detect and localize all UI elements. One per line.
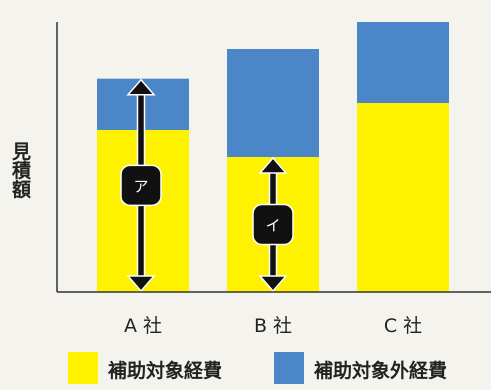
x-tick-label: A 社	[124, 315, 162, 337]
y-axis-label: 見積額	[9, 141, 31, 199]
bar-uncovered-2	[357, 22, 449, 103]
arrow-head-up	[126, 78, 156, 96]
legend-swatch	[274, 352, 304, 384]
annotation-arrow-1: イ	[252, 156, 294, 293]
bar-uncovered-1	[227, 49, 319, 157]
x-tick-label: C 社	[384, 315, 422, 337]
legend-item-1: 補助対象外経費	[274, 352, 447, 384]
x-tick-label: B 社	[254, 315, 292, 337]
annotation-box	[120, 164, 162, 207]
annotations-layer: アイ	[120, 78, 294, 293]
legend-label: 補助対象経費	[107, 359, 222, 382]
annotation-arrow-0: ア	[120, 78, 162, 293]
legend-item-0: 補助対象経費	[68, 352, 222, 384]
legend-label: 補助対象外経費	[313, 359, 447, 382]
legend: 補助対象経費 補助対象外経費	[68, 352, 447, 384]
arrow-head-down	[258, 275, 288, 293]
arrow-head-down	[126, 275, 156, 293]
annotation-label: ア	[133, 177, 148, 195]
annotation-box	[252, 203, 294, 246]
legend-swatch	[68, 352, 98, 384]
annotation-label: イ	[265, 217, 280, 235]
arrow-head-up	[258, 156, 288, 174]
bar-covered-2	[357, 103, 449, 292]
